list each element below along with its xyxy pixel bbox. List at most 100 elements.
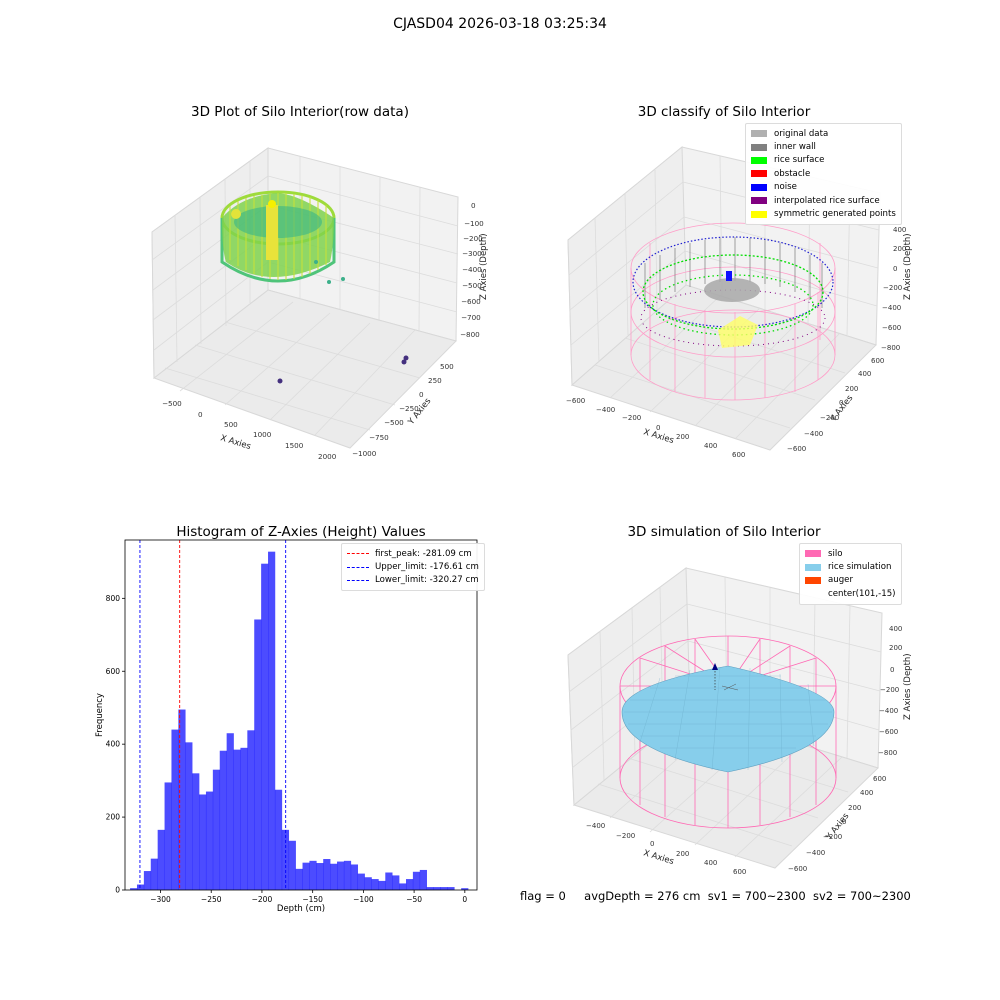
- classify-plot-title: 3D classify of Silo Interior: [637, 104, 811, 120]
- simulation-y-tick: −200: [823, 833, 842, 841]
- raw-z-tick: −600: [461, 297, 481, 306]
- legend-swatch: [751, 143, 767, 151]
- raw-z-tick: −800: [460, 330, 480, 339]
- legend-line: [347, 579, 369, 581]
- legend-swatch: [805, 576, 821, 584]
- raw-x-tick: 0: [198, 410, 203, 419]
- classify-rice-surface: [642, 254, 824, 330]
- legend-label: auger: [828, 575, 853, 586]
- legend-item: first_peak: -281.09 cm: [347, 547, 479, 560]
- legend-label: rice simulation: [828, 562, 892, 573]
- raw-axes-panes: [151, 147, 459, 449]
- raw-x-label: X Axies: [219, 433, 252, 452]
- histogram-bar: [378, 880, 386, 890]
- legend-item: Lower_limit: -320.27 cm: [347, 574, 479, 587]
- histogram-bar: [130, 888, 138, 890]
- simulation-x-tick: 200: [676, 850, 689, 858]
- classify-x-tick: −600: [566, 397, 585, 405]
- histogram-bar: [192, 773, 200, 890]
- simulation-y-tick: −400: [806, 849, 825, 857]
- legend-label: noise: [774, 182, 797, 193]
- raw-z-tick: −700: [461, 313, 481, 322]
- classify-x-tick: −400: [596, 406, 615, 414]
- histogram-bar: [254, 619, 262, 890]
- raw-y-tick: −250: [399, 404, 419, 413]
- histogram-x-ticks: −300 −250 −200 −150 −100 −50 0: [150, 890, 467, 904]
- histogram-title: Histogram of Z-Axies (Height) Values: [176, 524, 426, 540]
- simulation-3d-plot: −400 −200 0 200 400 600 −600 −400 −200 0…: [567, 567, 913, 876]
- histogram-legend: first_peak: -281.09 cm Upper_limit: -176…: [341, 543, 485, 592]
- raw-y-tick: 0: [419, 390, 424, 399]
- legend-swatch: [751, 170, 767, 178]
- legend-line: [347, 566, 369, 568]
- histogram-bar: [136, 884, 145, 890]
- histogram-bar: [302, 862, 310, 890]
- histogram-bar: [419, 869, 427, 890]
- raw-3d-plot: −500 0 500 1000 1500 2000 −1000 −750 −50…: [151, 147, 489, 461]
- histogram-chart: −300 −250 −200 −150 −100 −50 0 0 200 400 600 800 D…: [95, 539, 478, 914]
- legend-label: silo: [828, 548, 843, 559]
- classify-x-tick: −200: [622, 414, 641, 422]
- legend-label: symmetric generated points: [774, 209, 896, 220]
- histogram-x-tick-label: 0: [462, 895, 467, 904]
- classify-z-tick: −400: [882, 304, 901, 312]
- histogram-reference-lines: [139, 540, 287, 890]
- legend-swatch: [751, 210, 767, 218]
- histogram-bar: [385, 872, 393, 890]
- classify-y-tick: 400: [858, 370, 871, 378]
- classify-y-tick: 200: [845, 385, 858, 393]
- histogram-bar: [350, 864, 359, 890]
- histogram-bar: [281, 829, 290, 890]
- histogram-frame: [124, 539, 478, 891]
- raw-y-tick: −750: [369, 433, 389, 442]
- histogram-bar: [143, 871, 152, 890]
- classify-x-tick: 600: [732, 451, 745, 459]
- histogram-bar: [274, 789, 283, 890]
- raw-x-tick: 2000: [318, 452, 337, 461]
- raw-y-tick: −1000: [352, 449, 377, 458]
- simulation-z-tick: −400: [879, 707, 898, 715]
- legend-item: obstacle: [751, 167, 896, 180]
- histogram-y-tick-label: 800: [106, 594, 121, 603]
- status-flag: flag = 0: [520, 889, 566, 903]
- status-sv1: sv1 = 700~2300: [707, 889, 806, 903]
- status-line: flag = 0 avgDepth = 276 cm sv1 = 700~230…: [520, 889, 911, 903]
- classify-legend: original data inner wall rice surface ob…: [745, 123, 902, 225]
- legend-item: silo: [805, 547, 896, 560]
- legend-swatch: [751, 130, 767, 138]
- histogram-x-tick-label: −250: [201, 895, 222, 904]
- classify-z-tick: −800: [881, 344, 900, 352]
- classify-noise-ring: [632, 236, 834, 328]
- classify-y-tick: −200: [820, 414, 839, 422]
- histogram-y-tick-label: 600: [106, 667, 121, 676]
- legend-swatch: [805, 550, 821, 558]
- histogram-bar: [412, 871, 421, 890]
- histogram-y-tick-label: 200: [106, 813, 121, 822]
- classify-x-tick: 200: [676, 433, 689, 441]
- legend-label: center(101,-15): [828, 588, 896, 599]
- raw-z-tick: 0: [471, 201, 476, 210]
- histogram-bar: [461, 888, 469, 890]
- simulation-x-tick: 400: [704, 859, 717, 867]
- legend-label: Lower_limit: -320.27 cm: [375, 575, 479, 586]
- legend-label: rice surface: [774, 155, 825, 166]
- histogram-y-label: Frequency: [95, 693, 105, 737]
- simulation-z-tick: 200: [889, 644, 902, 652]
- raw-point-cloud: [220, 190, 409, 384]
- simulation-z-label: Z Axies (Depth): [903, 653, 913, 720]
- histogram-bar: [357, 873, 365, 890]
- legend-item: symmetric generated points: [751, 207, 896, 220]
- histogram-bar: [268, 551, 276, 890]
- histogram-bar: [392, 875, 400, 890]
- raw-x-tick: 500: [224, 420, 238, 429]
- simulation-plot-title: 3D simulation of Silo Interior: [627, 524, 821, 540]
- histogram-x-label: Depth (cm): [277, 904, 325, 914]
- histogram-x-tick-label: −200: [252, 895, 273, 904]
- status-sv2: sv2 = 700~2300: [812, 889, 911, 903]
- classify-y-tick: −600: [787, 445, 806, 453]
- histogram-bar: [330, 863, 338, 890]
- simulation-auger: [712, 663, 739, 691]
- status-avg-depth: avgDepth = 276 cm: [584, 889, 701, 903]
- histogram-bar: [205, 791, 214, 890]
- histogram-bar: [164, 782, 172, 890]
